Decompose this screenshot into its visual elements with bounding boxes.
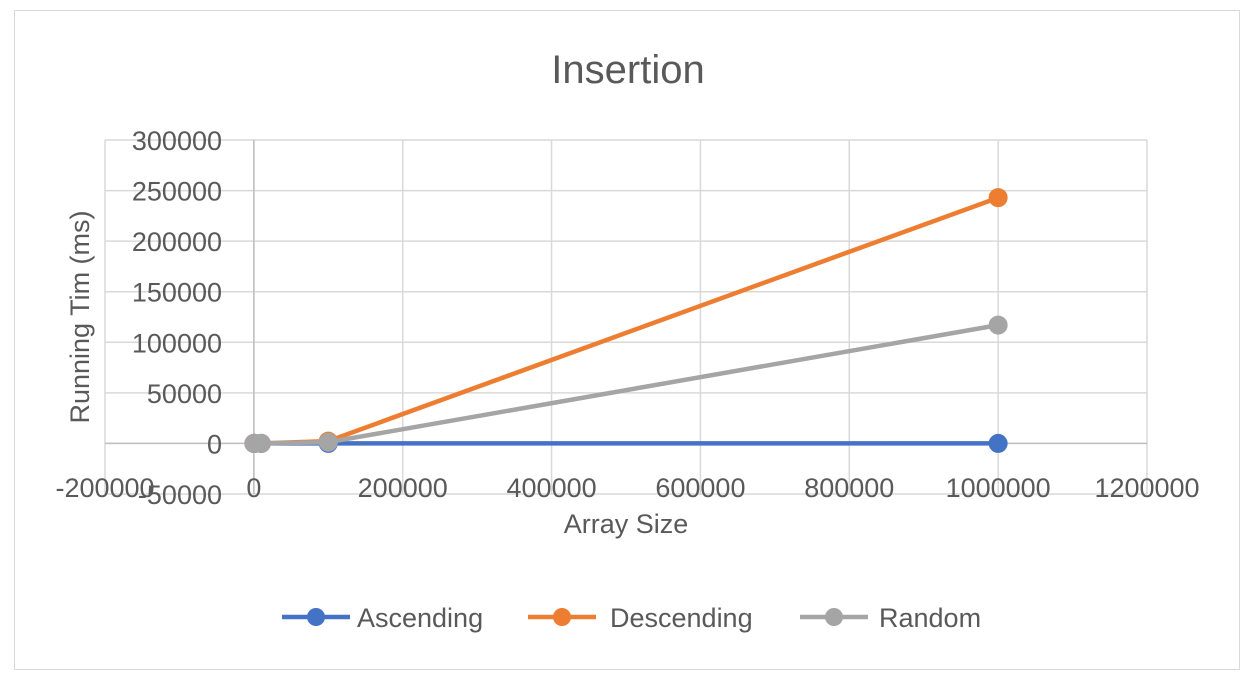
x-tick-label: -200000: [55, 473, 154, 503]
x-tick-label: 1000000: [946, 473, 1051, 503]
series-descending: [244, 188, 1008, 453]
legend-label: Random: [879, 603, 981, 633]
y-tick-label: 250000: [132, 177, 222, 207]
y-tick-label: 150000: [132, 278, 222, 308]
legend-entry-ascending: Ascending: [282, 603, 483, 633]
data-point: [251, 433, 271, 453]
x-tick-labels: -200000 0 200000 400000 600000 800000 1000000 1…: [55, 473, 1199, 503]
legend-marker: [553, 608, 571, 626]
legend-label: Ascending: [357, 603, 483, 633]
legend-marker: [825, 608, 843, 626]
x-tick-label: 800000: [804, 473, 894, 503]
series-layer: [244, 188, 1008, 453]
y-axis-title: Running Tim (ms): [65, 210, 95, 423]
y-tick-label: 50000: [147, 379, 222, 409]
legend-entry-random: Random: [800, 603, 981, 633]
legend-marker: [307, 608, 325, 626]
chart-frame: [14, 10, 1240, 670]
x-tick-label: 600000: [655, 473, 745, 503]
data-point: [988, 188, 1008, 208]
y-tick-label: 200000: [132, 227, 222, 257]
data-point: [318, 432, 338, 452]
y-tick-labels: -50000 0 50000 100000 150000 200000 250000 3000…: [132, 126, 222, 510]
legend-entry-descending: Descending: [528, 603, 753, 633]
x-tick-label: 400000: [507, 473, 597, 503]
y-tick-label: -50000: [138, 480, 222, 510]
data-point: [988, 315, 1008, 335]
series-line: [251, 195, 1001, 446]
y-tick-label: 100000: [132, 328, 222, 358]
y-tick-label: 0: [207, 429, 222, 459]
series-random: [244, 315, 1008, 453]
x-tick-label: 200000: [358, 473, 448, 503]
x-axis-title: Array Size: [564, 509, 689, 539]
legend-label: Descending: [610, 603, 753, 633]
x-tick-label: 0: [246, 473, 261, 503]
legend: Ascending Descending Random: [282, 603, 981, 633]
x-tick-label: 1200000: [1094, 473, 1199, 503]
chart-title: Insertion: [551, 48, 704, 92]
y-tick-label: 300000: [132, 126, 222, 156]
data-point: [988, 433, 1008, 453]
